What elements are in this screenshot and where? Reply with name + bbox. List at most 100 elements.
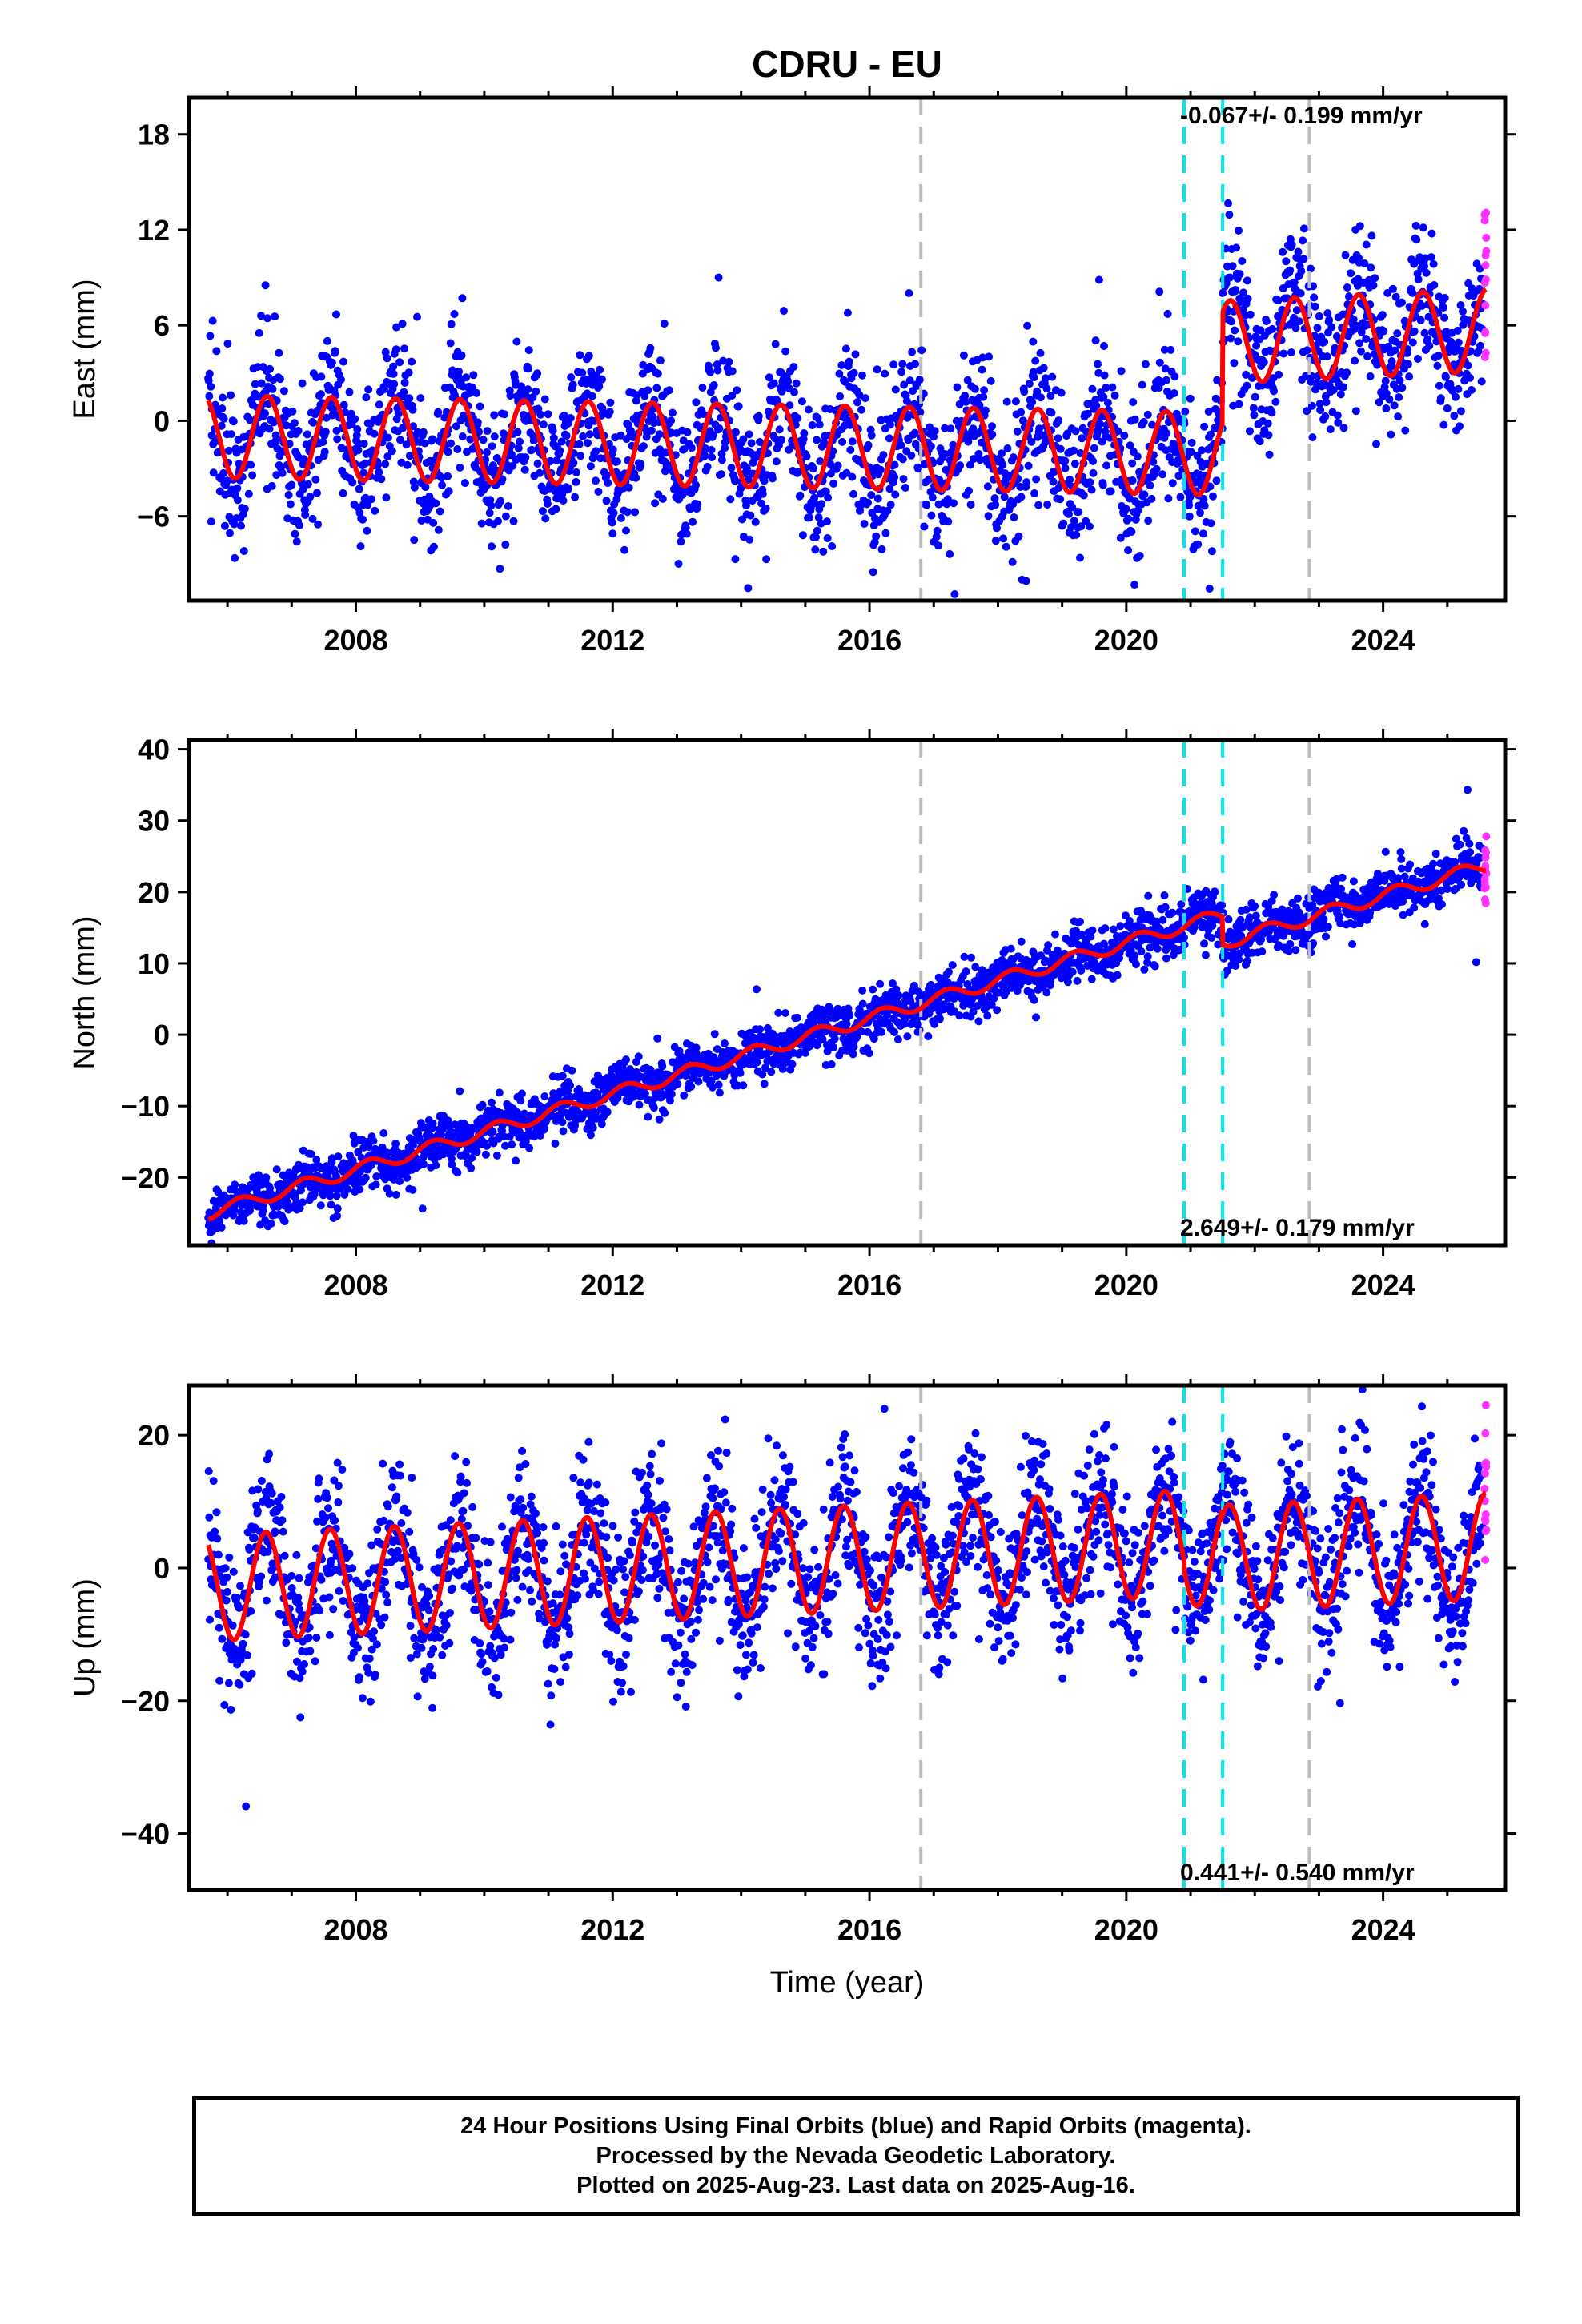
east-final-point xyxy=(726,495,735,504)
east-final-point xyxy=(299,485,307,493)
east-final-point xyxy=(1282,257,1291,266)
east-final-point xyxy=(986,376,995,385)
east-final-point xyxy=(624,483,633,492)
east-final-point xyxy=(472,388,481,397)
east-final-point xyxy=(1066,476,1074,484)
east-final-point xyxy=(1404,360,1412,368)
east-final-point xyxy=(946,549,954,558)
east-final-point xyxy=(796,491,805,500)
east-final-point xyxy=(674,560,683,568)
north-final-point xyxy=(926,980,935,989)
east-final-point xyxy=(1270,387,1278,396)
east-final-point xyxy=(653,369,662,378)
north-final-point xyxy=(1086,932,1095,941)
east-final-point xyxy=(584,352,593,360)
east-final-point xyxy=(490,432,499,441)
east-final-point xyxy=(886,501,895,509)
east-final-point xyxy=(1160,345,1169,354)
east-final-point xyxy=(784,377,793,385)
east-final-point xyxy=(1333,411,1342,420)
east-final-point xyxy=(594,487,603,496)
east-final-point xyxy=(1454,338,1463,347)
east-final-point xyxy=(352,431,361,440)
east-final-point xyxy=(301,510,310,519)
east-final-point xyxy=(322,413,331,422)
north-final-point xyxy=(666,1096,674,1105)
east-final-point xyxy=(1303,407,1311,416)
east-final-point xyxy=(598,375,606,384)
east-final-point xyxy=(576,351,584,360)
east-final-point xyxy=(1379,327,1388,336)
east-final-point xyxy=(849,368,858,377)
east-final-point xyxy=(1372,440,1380,448)
east-final-point xyxy=(891,385,900,394)
north-final-point xyxy=(1201,951,1210,959)
east-final-point xyxy=(1393,329,1402,338)
east-final-point xyxy=(1388,284,1397,293)
east-final-point xyxy=(1207,547,1216,556)
east-final-point xyxy=(602,497,611,505)
east-final-point xyxy=(885,420,894,429)
east-frame xyxy=(187,95,1508,603)
east-final-point xyxy=(1419,223,1427,232)
east-final-point xyxy=(1155,287,1164,296)
east-final-point xyxy=(1078,434,1086,443)
east-final-point xyxy=(1070,517,1078,525)
east-final-point xyxy=(683,428,692,436)
east-final-point xyxy=(933,526,942,535)
east-final-point xyxy=(885,434,893,443)
north-final-point xyxy=(708,1083,717,1092)
east-final-point xyxy=(1024,461,1033,470)
east-final-point xyxy=(842,468,851,477)
east-final-point xyxy=(861,394,869,403)
east-final-point xyxy=(1362,240,1371,249)
east-final-point xyxy=(540,395,549,404)
east-final-point xyxy=(514,444,523,452)
north-final-point xyxy=(1258,947,1267,956)
east-final-point xyxy=(1209,492,1217,501)
east-rapid-point xyxy=(1481,275,1490,284)
east-final-point xyxy=(1382,404,1391,412)
east-final-point xyxy=(651,499,660,508)
east-final-point xyxy=(1042,374,1050,383)
east-final-point xyxy=(667,416,676,425)
east-final-point xyxy=(1073,633,1081,641)
east-final-point xyxy=(496,565,504,573)
east-rapid-point xyxy=(1482,208,1491,217)
east-final-point xyxy=(247,460,255,469)
east-final-point xyxy=(494,517,502,525)
east-final-point xyxy=(814,513,823,522)
east-final-point xyxy=(1246,427,1254,436)
east-final-point xyxy=(363,501,372,509)
east-final-point xyxy=(829,479,838,488)
east-final-point xyxy=(227,391,235,400)
east-final-point xyxy=(1453,326,1462,335)
east-final-point xyxy=(959,351,968,360)
east-final-point xyxy=(777,387,786,396)
east-final-point xyxy=(1039,364,1048,372)
east-final-point xyxy=(592,447,600,456)
east-final-point xyxy=(804,405,813,414)
east-final-point xyxy=(946,424,955,433)
east-final-point xyxy=(1265,450,1274,459)
east-final-point xyxy=(930,427,939,436)
east-final-point xyxy=(708,453,717,462)
east-final-point xyxy=(602,471,611,479)
east-final-point xyxy=(1230,359,1239,368)
east-final-point xyxy=(298,379,307,388)
east-final-point xyxy=(268,384,277,393)
east-final-point xyxy=(867,491,876,500)
east-final-point xyxy=(1255,437,1264,446)
east-final-point xyxy=(1311,302,1319,311)
east-final-point xyxy=(524,346,533,355)
north-final-point xyxy=(869,985,877,994)
east-final-point xyxy=(375,400,383,409)
east-final-point xyxy=(1061,456,1070,465)
figure-title: CDRU - EU xyxy=(752,43,942,85)
east-final-point xyxy=(1161,364,1170,373)
north-final-point xyxy=(369,1136,378,1145)
north-final-point xyxy=(603,1108,612,1116)
east-final-point xyxy=(762,555,771,564)
east-final-point xyxy=(758,489,767,498)
